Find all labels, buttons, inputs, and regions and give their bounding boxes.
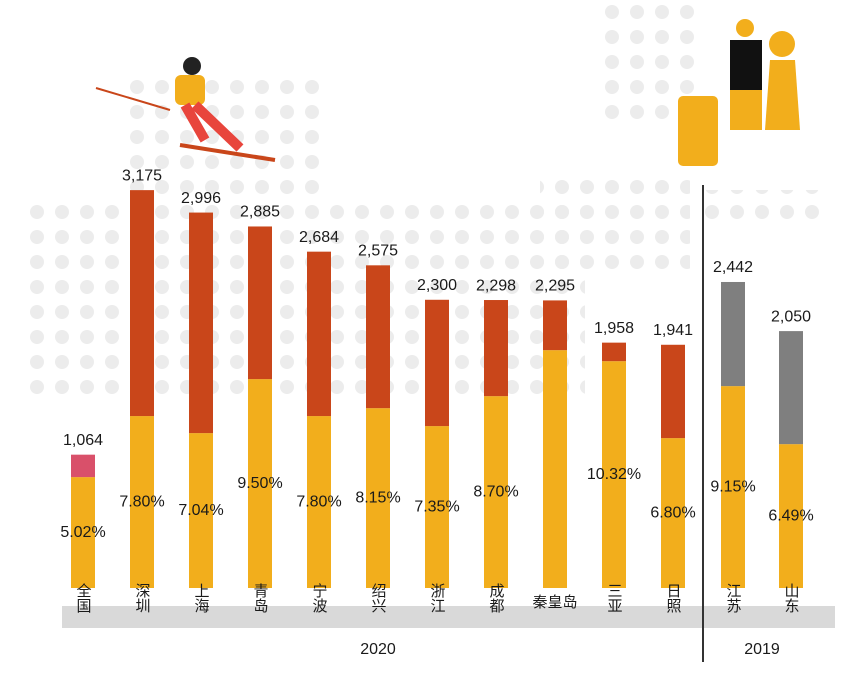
total-label: 2,442 xyxy=(713,259,753,276)
category-label: 深圳 xyxy=(134,583,151,613)
bar-segment xyxy=(189,212,213,434)
bar-segment xyxy=(189,433,213,588)
group-label: 2020 xyxy=(360,641,396,658)
bar-segment xyxy=(248,379,272,588)
category-label: 三亚 xyxy=(606,583,623,613)
skier-illustration xyxy=(95,57,276,162)
bar-segment xyxy=(71,454,95,478)
total-label: 2,575 xyxy=(358,243,398,260)
rate-label: 5.02% xyxy=(60,524,105,541)
rate-label: 8.15% xyxy=(355,489,400,506)
bar-segment xyxy=(543,350,567,588)
rate-label: 7.35% xyxy=(414,498,459,515)
total-label: 2,996 xyxy=(181,190,221,207)
total-label: 2,295 xyxy=(535,278,575,295)
rate-label: 7.80% xyxy=(119,493,164,510)
background-dots xyxy=(25,0,820,395)
total-label: 1,064 xyxy=(63,432,103,449)
total-label: 1,941 xyxy=(653,322,693,339)
category-label: 日照 xyxy=(665,583,682,613)
bar-segment xyxy=(779,331,803,445)
total-label: 2,300 xyxy=(417,277,457,294)
bar-segment xyxy=(130,190,154,417)
rate-label: 6.80% xyxy=(650,504,695,521)
bar-segment xyxy=(484,396,508,588)
category-label: 青岛 xyxy=(252,583,269,613)
bar-segment xyxy=(484,300,508,397)
axis-band xyxy=(62,606,835,628)
bar-segment xyxy=(425,299,449,427)
category-label: 全国 xyxy=(75,582,92,613)
rate-label: 8.70% xyxy=(473,483,518,500)
rate-label: 10.32% xyxy=(587,466,641,483)
bar-segment xyxy=(307,251,331,417)
rate-label: 7.04% xyxy=(178,502,223,519)
rate-label: 9.15% xyxy=(710,478,755,495)
bar-segment xyxy=(307,416,331,588)
bar-segment xyxy=(602,342,626,362)
total-label: 2,298 xyxy=(476,277,516,294)
category-label: 山东 xyxy=(783,583,800,613)
total-label: 2,885 xyxy=(240,204,280,221)
bar-segment xyxy=(543,300,567,351)
traveler-illustration xyxy=(678,19,800,166)
bar-segment xyxy=(661,344,685,439)
bar-segment xyxy=(248,226,272,380)
bar-segment xyxy=(661,438,685,588)
bar-segment xyxy=(71,477,95,588)
total-label: 2,050 xyxy=(771,308,811,325)
bar-segment xyxy=(366,265,390,409)
total-label: 3,175 xyxy=(122,167,162,184)
bar-segment xyxy=(779,444,803,588)
bar-segment xyxy=(366,408,390,588)
total-label: 1,958 xyxy=(594,320,634,337)
bar-segment xyxy=(721,386,745,588)
category-label: 浙江 xyxy=(429,583,446,613)
bar-segment xyxy=(602,361,626,588)
category-label: 宁波 xyxy=(311,583,328,613)
category-label: 上海 xyxy=(193,583,210,613)
category-label: 江苏 xyxy=(725,583,742,614)
bar-segment xyxy=(721,281,745,387)
bar-segment xyxy=(425,426,449,588)
rate-label: 7.80% xyxy=(296,493,341,510)
category-label: 成都 xyxy=(488,583,505,613)
category-label: 绍兴 xyxy=(370,583,387,613)
category-label: 秦皇岛 xyxy=(532,594,577,611)
bar-segment xyxy=(130,416,154,588)
group-label: 2019 xyxy=(744,641,780,658)
total-label: 2,684 xyxy=(299,229,339,246)
rate-label: 6.49% xyxy=(768,507,813,524)
rate-label: 9.50% xyxy=(237,475,282,492)
